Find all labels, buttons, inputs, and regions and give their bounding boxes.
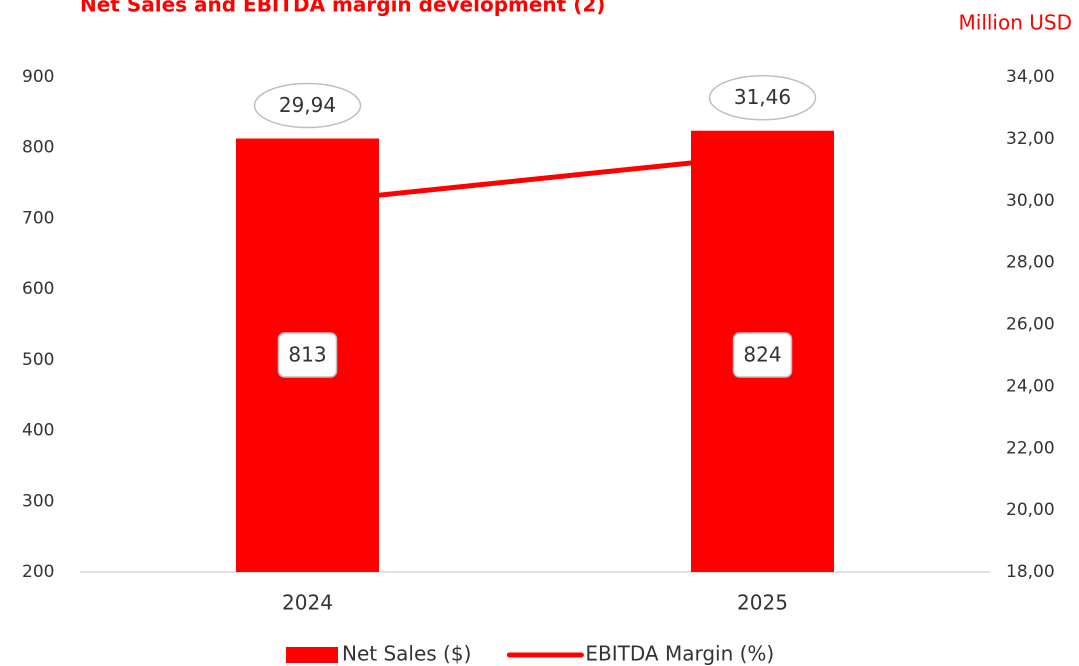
- legend-label: EBITDA Margin (%): [585, 642, 774, 666]
- x-tick-label: 2024: [282, 591, 333, 615]
- x-tick-label: 2025: [737, 591, 788, 615]
- data-label: 813: [288, 343, 326, 367]
- y-tick-label: 800: [22, 138, 54, 158]
- y2-tick-label: 34,00: [1006, 67, 1055, 87]
- y2-tick-label: 30,00: [1006, 191, 1055, 211]
- y2-tick-label: 32,00: [1006, 129, 1055, 149]
- y2-tick-label: 18,00: [1006, 562, 1055, 582]
- data-label: 31,46: [734, 85, 791, 109]
- data-label-bubble: [253, 82, 362, 129]
- data-label-box: [732, 332, 793, 378]
- y-tick-label: 300: [22, 491, 54, 511]
- y-tick-label: 600: [22, 279, 54, 299]
- data-label: 824: [743, 343, 781, 367]
- data-label-box: [277, 332, 338, 378]
- y-tick-label: 200: [22, 562, 54, 582]
- line: [307, 153, 763, 206]
- y2-tick-label: 28,00: [1006, 253, 1055, 273]
- legend-label: Net Sales ($): [342, 642, 471, 666]
- y2-tick-label: 22,00: [1006, 438, 1055, 458]
- data-label-bubble: [708, 74, 817, 121]
- y2-tick-label: 26,00: [1006, 315, 1055, 335]
- y-tick-label: 500: [22, 350, 54, 370]
- y-tick-label: 900: [22, 67, 54, 87]
- data-label: 29,94: [279, 93, 336, 117]
- y2-tick-label: 20,00: [1006, 500, 1055, 520]
- chart-title: Net Sales and EBITDA margin development …: [80, 0, 605, 17]
- y2-tick-label: 24,00: [1006, 376, 1055, 396]
- legend-swatch: [286, 647, 338, 663]
- unit-label: Million USD: [959, 11, 1073, 35]
- y-tick-label: 400: [22, 421, 54, 441]
- y-tick-label: 700: [22, 208, 54, 228]
